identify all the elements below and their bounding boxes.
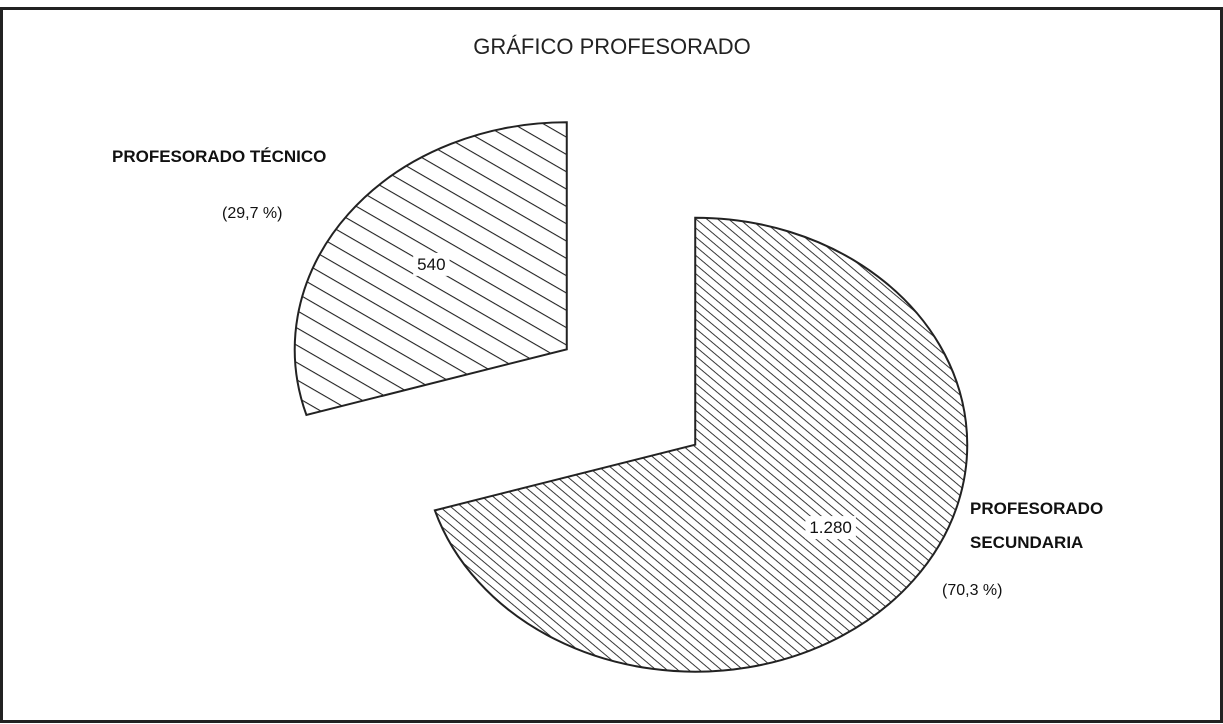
value-label-bg <box>413 252 450 276</box>
pie-slice <box>433 216 969 673</box>
value-label-bg <box>805 516 856 540</box>
value-label: 540 <box>417 255 445 274</box>
chart-title: GRÁFICO PROFESORADO <box>473 34 750 59</box>
category-label: PROFESORADO SECUNDARIA <box>970 499 1104 552</box>
category-label: PROFESORADO TÉCNICO <box>112 147 327 166</box>
value-label: 1.280 <box>809 518 852 537</box>
percentage-label: (70,3 %) <box>942 582 1003 599</box>
percentage-label: (29,7 %) <box>222 205 283 222</box>
frame <box>0 7 1223 723</box>
